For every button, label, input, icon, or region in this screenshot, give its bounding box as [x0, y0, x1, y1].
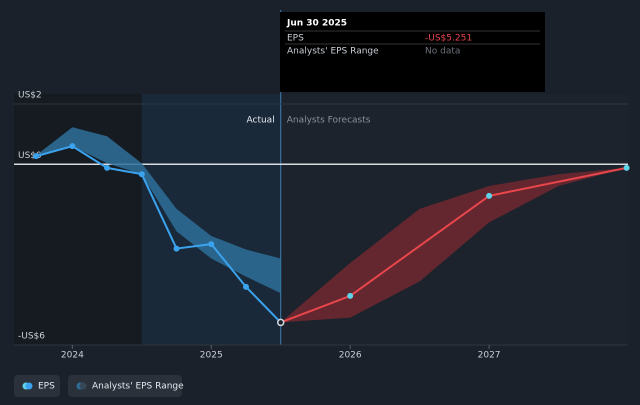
y-tick-label: -US$6	[18, 332, 45, 342]
tooltip-box	[280, 12, 545, 92]
legend-swatch-2	[79, 382, 87, 390]
tooltip: Jun 30 2025 EPS -US$5.251 Analysts' EPS Ran…	[280, 12, 545, 92]
line	[280, 166, 627, 324]
point	[104, 164, 111, 171]
line	[35, 145, 282, 324]
legend-label: Analysts' EPS Range	[92, 382, 184, 392]
x-tick-label: 2026	[339, 351, 362, 361]
point	[208, 241, 215, 248]
forecast-point	[347, 292, 354, 299]
annotation-forecast: Analysts Forecasts	[287, 116, 371, 126]
point	[173, 245, 180, 252]
tooltip-label: EPS	[287, 34, 304, 44]
annotation-actual: Actual	[247, 116, 275, 126]
x-tick-label: 2027	[478, 351, 501, 361]
point	[138, 171, 145, 178]
forecast-point	[486, 192, 493, 199]
range-band	[36, 127, 281, 294]
tooltip-label: Analysts' EPS Range	[287, 47, 379, 57]
forecast-point	[276, 318, 285, 327]
y-tick-label: US$2	[18, 91, 42, 101]
x-tick-label: 2024	[61, 351, 84, 361]
point	[33, 153, 40, 160]
y-tick-label: US$0	[18, 151, 42, 161]
tooltip-value: No data	[425, 47, 460, 57]
legend-swatch-2	[25, 382, 33, 390]
x-tick-label: 2025	[200, 351, 223, 361]
legend-item[interactable]	[68, 375, 182, 397]
legend-item[interactable]	[14, 375, 60, 397]
tooltip-value: -US$5.251	[425, 34, 472, 44]
point	[69, 143, 76, 150]
point	[242, 283, 249, 290]
actual-region	[141, 94, 281, 345]
forecast-point	[623, 164, 630, 171]
legend-label: EPS	[38, 382, 55, 392]
tooltip-title: Jun 30 2025	[286, 19, 347, 29]
